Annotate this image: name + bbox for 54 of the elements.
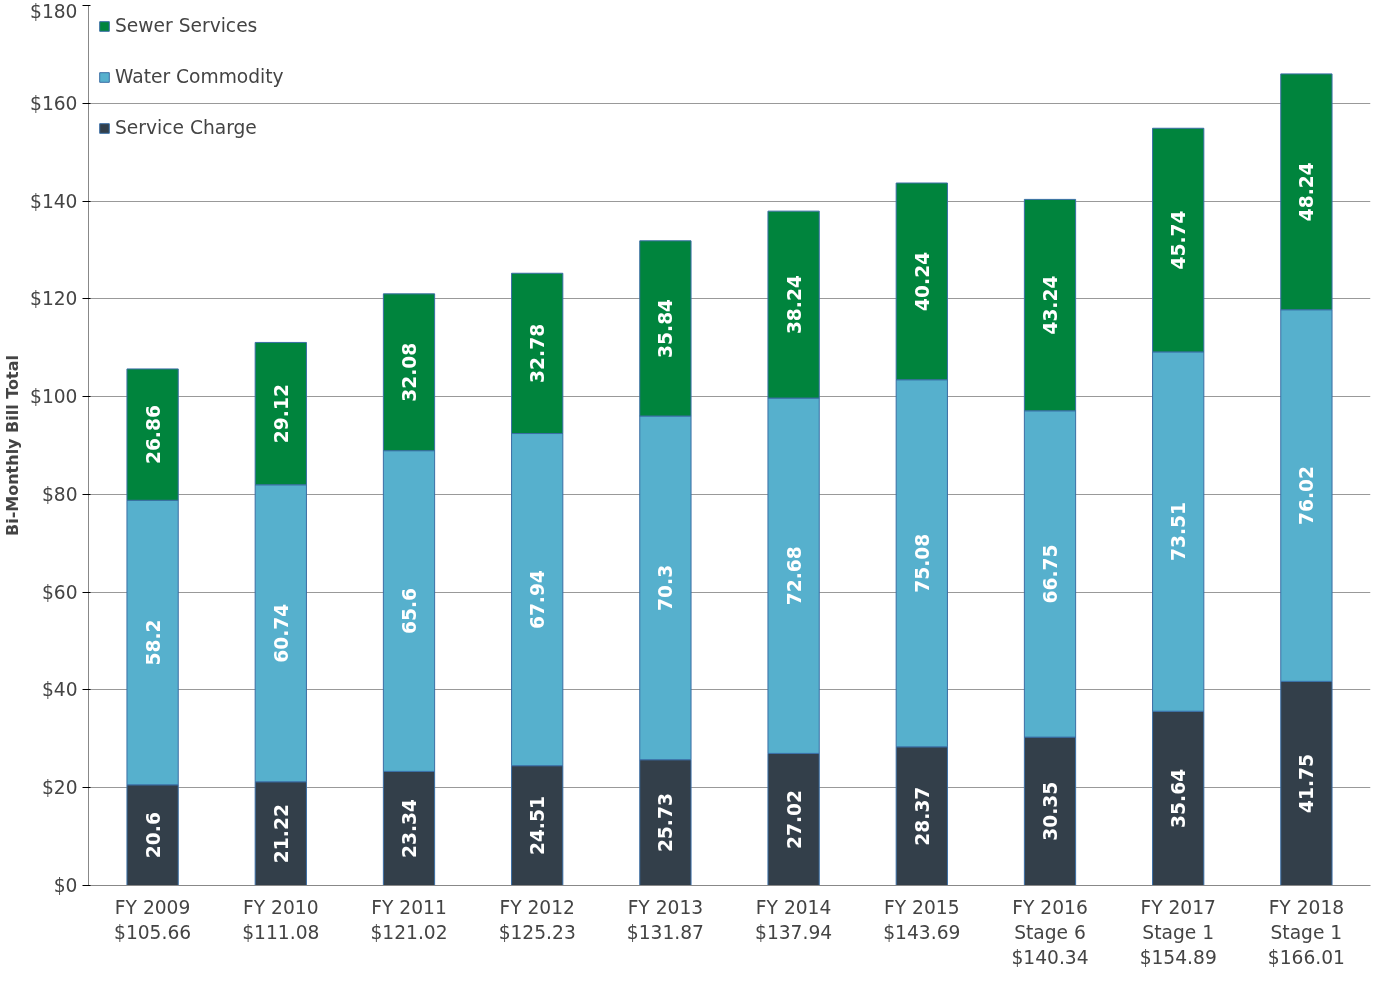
data-label: 70.3 — [655, 564, 677, 611]
data-label: 76.02 — [1296, 466, 1318, 526]
y-tick-label: $160 — [30, 92, 78, 114]
data-label: 25.73 — [655, 793, 677, 853]
data-label: 43.24 — [1040, 275, 1061, 335]
data-label: 35.64 — [1168, 768, 1190, 828]
data-label: 72.68 — [783, 546, 805, 606]
data-label: 45.74 — [1168, 210, 1190, 270]
x-tick-label: FY 2017 Stage 1 $154.89 — [1139, 896, 1217, 968]
data-label: 26.86 — [142, 405, 164, 465]
x-tick-label: FY 2016 Stage 6 $140.34 — [1011, 896, 1089, 968]
data-label: 23.34 — [399, 798, 420, 858]
x-tick-label: FY 2015 $143.69 — [883, 896, 961, 943]
legend-label: Sewer Services — [115, 15, 258, 36]
x-tick-label: FY 2009 $105.66 — [114, 896, 192, 943]
x-tick-label: FY 2014 $137.94 — [755, 896, 833, 943]
data-label: 24.51 — [527, 796, 549, 856]
data-label: 73.51 — [1168, 502, 1190, 562]
data-label: 20.6 — [142, 812, 164, 859]
data-label: 21.22 — [270, 804, 292, 864]
y-axis-title: Bi-Monthly Bill Total — [3, 354, 23, 537]
data-label: 65.6 — [399, 588, 420, 635]
data-label: 35.84 — [655, 298, 677, 358]
data-label: 29.12 — [270, 384, 292, 444]
data-label: 32.78 — [527, 323, 549, 383]
x-tick-label: FY 2011 $121.02 — [370, 896, 448, 943]
data-label: 66.75 — [1040, 544, 1061, 604]
legend-label: Service Charge — [115, 117, 257, 138]
legend-label: Water Commodity — [115, 66, 284, 87]
y-tick-label: $80 — [41, 483, 78, 505]
y-tick-label: $180 — [30, 0, 78, 22]
y-tick-label: $20 — [41, 777, 78, 799]
data-label: 28.37 — [911, 786, 933, 846]
data-label: 27.02 — [783, 789, 805, 849]
y-tick-label: $140 — [30, 190, 78, 212]
y-tick-label: $120 — [30, 288, 78, 310]
data-label: 60.74 — [270, 603, 292, 663]
y-tick-label: $0 — [53, 875, 78, 896]
data-label: 32.08 — [399, 342, 420, 402]
data-label: 48.24 — [1296, 162, 1318, 222]
data-label: 30.35 — [1040, 781, 1061, 841]
data-label: 40.24 — [911, 251, 933, 311]
x-tick-label: FY 2010 $111.08 — [242, 896, 320, 943]
data-label: 58.2 — [142, 619, 164, 666]
x-tick-label: FY 2018 Stage 1 $166.01 — [1267, 896, 1345, 968]
x-tick-label: FY 2013 $131.87 — [626, 896, 704, 943]
y-tick-label: $60 — [41, 581, 78, 603]
x-tick-label: FY 2012 $125.23 — [498, 896, 576, 943]
y-tick-label: $100 — [30, 386, 78, 408]
data-label: 38.24 — [783, 275, 805, 335]
data-label: 67.94 — [527, 570, 549, 630]
data-label: 41.75 — [1296, 753, 1318, 813]
data-label: 75.08 — [911, 533, 933, 593]
y-tick-label: $40 — [41, 679, 78, 701]
